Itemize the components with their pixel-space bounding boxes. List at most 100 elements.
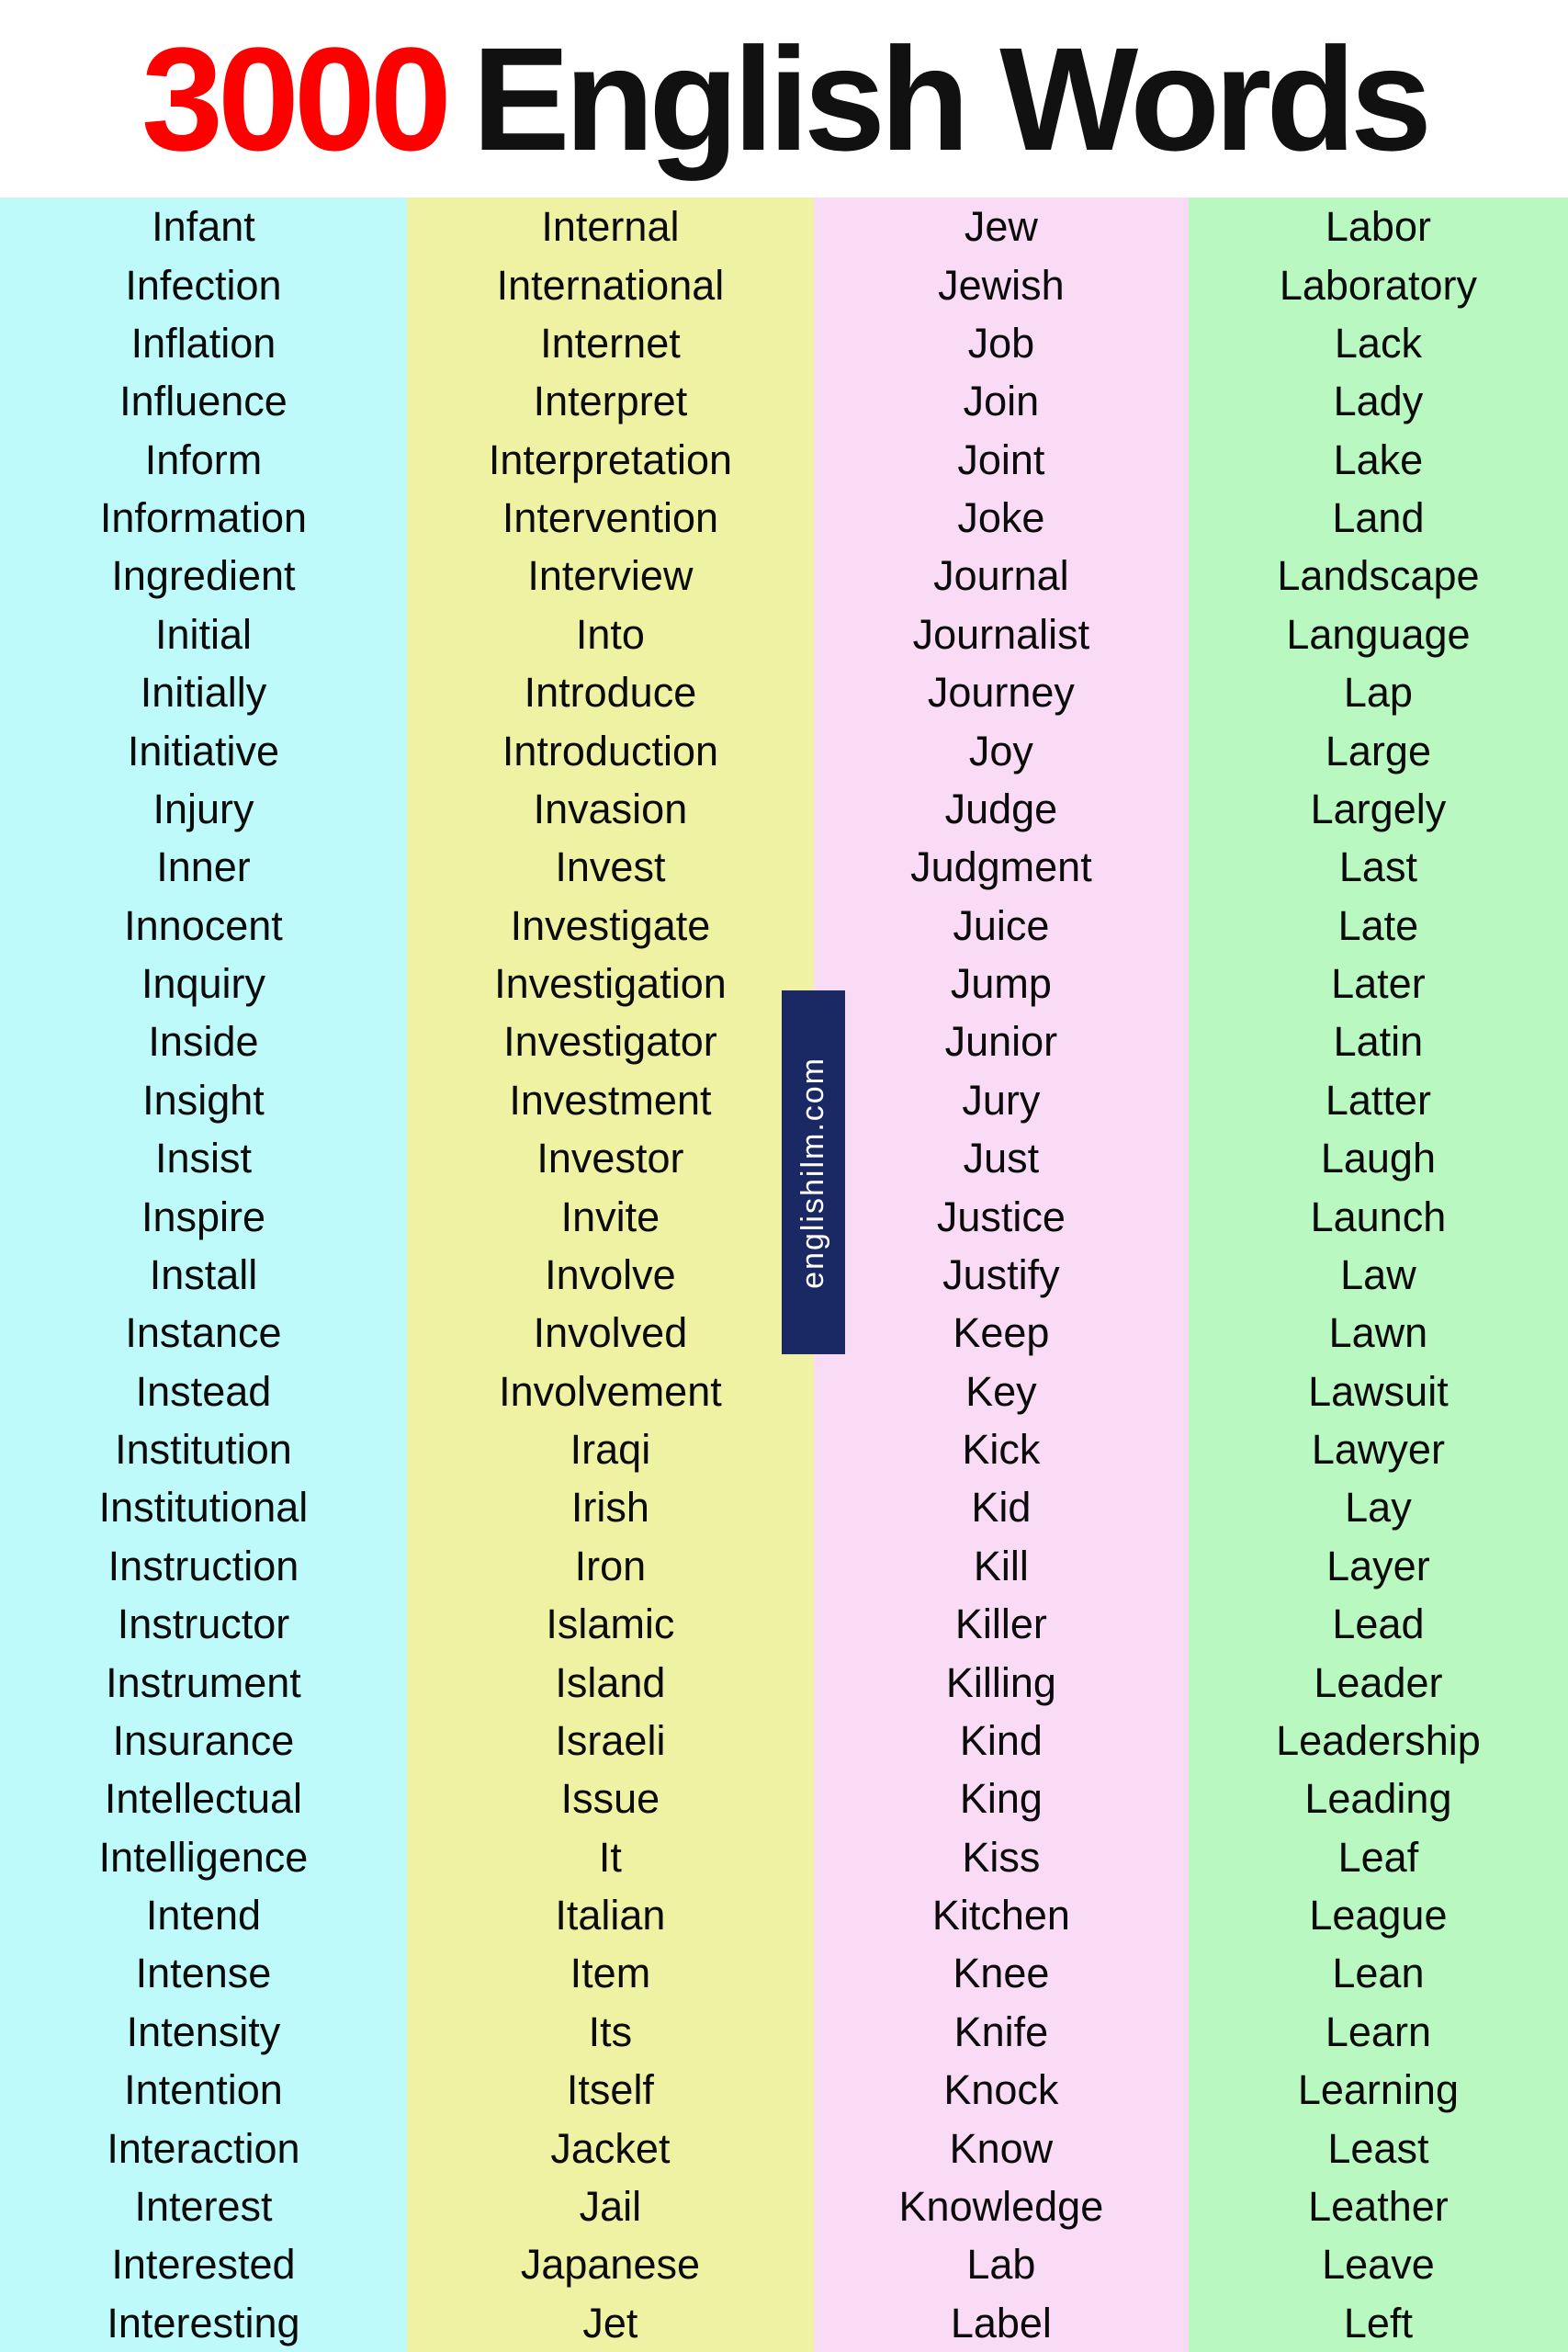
word-item: League: [1309, 1892, 1448, 1939]
word-item: Invasion: [533, 785, 688, 832]
word-item: Lake: [1333, 435, 1424, 483]
word-item: Interpretation: [488, 435, 733, 483]
word-column-1: Infant Infection Inflation Influence Inform I…: [0, 198, 407, 2352]
word-item: Instrument: [106, 1658, 301, 1706]
word-item: Internet: [540, 319, 681, 367]
word-item: Invite: [560, 1193, 660, 1240]
word-columns: Infant Infection Inflation Influence Inform I…: [0, 198, 1568, 2352]
word-item: Kitchen: [931, 1892, 1070, 1939]
word-item: Introduction: [502, 727, 718, 775]
word-item: Involved: [533, 1309, 688, 1357]
word-item: Information: [99, 494, 308, 542]
word-item: Interaction: [107, 2124, 300, 2172]
word-item: Last: [1338, 843, 1417, 891]
title-number: 3000: [141, 16, 452, 181]
word-item: Landscape: [1277, 552, 1480, 600]
page-title: 3000 English Words: [141, 25, 1432, 173]
word-item: Learn: [1325, 2007, 1431, 2055]
word-item: Lab: [966, 2241, 1036, 2289]
word-item: Injury: [152, 785, 254, 832]
word-item: Jail: [579, 2182, 642, 2230]
word-item: Investigate: [510, 901, 711, 949]
word-item: Island: [555, 1658, 666, 1706]
word-item: Internal: [541, 203, 680, 251]
word-item: Intention: [124, 2066, 283, 2114]
word-item: Jet: [582, 2299, 638, 2346]
word-item: Jacket: [550, 2124, 671, 2172]
word-item: Laboratory: [1279, 261, 1477, 309]
word-item: Kid: [971, 1484, 1032, 1532]
word-item: Japanese: [520, 2241, 701, 2289]
word-item: Investor: [536, 1135, 684, 1182]
word-item: King: [959, 1775, 1043, 1823]
word-item: Job: [967, 319, 1035, 367]
word-item: Kiss: [962, 1833, 1041, 1881]
word-item: Latin: [1333, 1018, 1424, 1066]
word-item: Investment: [509, 1076, 712, 1124]
word-item: Itself: [566, 2066, 654, 2114]
word-item: Lady: [1333, 378, 1424, 425]
word-item: Language: [1286, 610, 1471, 658]
word-item: Know: [949, 2124, 1054, 2172]
word-item: Journey: [927, 669, 1075, 717]
watermark-badge: englishilm.com: [782, 990, 845, 1354]
word-item: Judgment: [910, 843, 1092, 891]
word-item: Introduce: [524, 669, 697, 717]
word-item: Israeli: [555, 1716, 666, 1764]
word-item: Intend: [145, 1892, 262, 1939]
word-item: Ingredient: [111, 552, 296, 600]
word-item: Jury: [962, 1076, 1041, 1124]
word-item: Institutional: [98, 1484, 309, 1532]
word-item: Kill: [973, 1542, 1029, 1589]
word-item: Jewish: [938, 261, 1065, 309]
word-item: Instead: [135, 1367, 272, 1415]
word-item: Learning: [1297, 2066, 1459, 2114]
word-item: Justice: [936, 1193, 1066, 1240]
word-item: Inflation: [130, 319, 276, 367]
word-item: Jump: [950, 960, 1052, 1008]
word-item: Label: [950, 2299, 1052, 2346]
word-item: Inside: [148, 1018, 259, 1066]
word-item: Interpret: [533, 378, 688, 425]
word-item: Investigator: [503, 1018, 717, 1066]
word-item: Largely: [1310, 785, 1447, 832]
word-item: Laugh: [1320, 1135, 1436, 1182]
word-item: Law: [1340, 1250, 1416, 1298]
word-item: Issue: [560, 1775, 660, 1823]
word-item: Intensity: [126, 2007, 281, 2055]
word-item: Interest: [134, 2182, 273, 2230]
word-item: Intense: [135, 1950, 272, 1997]
word-item: Instance: [125, 1309, 282, 1357]
word-item: Instructor: [117, 1600, 290, 1648]
word-item: Left: [1343, 2299, 1413, 2346]
word-item: Leave: [1322, 2241, 1435, 2289]
word-item: Key: [965, 1367, 1037, 1415]
word-item: Judge: [944, 785, 1058, 832]
word-item: Knee: [953, 1950, 1050, 1997]
word-item: Iron: [574, 1542, 647, 1589]
word-item: Initiative: [127, 727, 280, 775]
word-item: Italian: [555, 1892, 666, 1939]
word-item: Lawn: [1328, 1309, 1428, 1357]
word-item: Kick: [962, 1426, 1041, 1474]
word-item: Knock: [943, 2066, 1059, 2114]
word-item: Leader: [1314, 1658, 1443, 1706]
word-item: Install: [149, 1250, 258, 1298]
word-item: Joy: [968, 727, 1033, 775]
word-item: Innocent: [124, 901, 283, 949]
word-item: Latter: [1325, 1076, 1431, 1124]
word-item: Layer: [1326, 1542, 1430, 1589]
word-item: Interview: [527, 552, 694, 600]
word-item: Lack: [1334, 319, 1422, 367]
word-item: Leading: [1304, 1775, 1452, 1823]
word-item: Land: [1332, 494, 1425, 542]
word-item: Initially: [140, 669, 267, 717]
word-item: Least: [1327, 2124, 1429, 2172]
word-item: Labor: [1325, 203, 1431, 251]
word-item: Investigation: [494, 960, 727, 1008]
title-text: English Words: [471, 16, 1432, 181]
word-item: Later: [1331, 960, 1426, 1008]
word-item: Just: [963, 1135, 1040, 1182]
word-item: Involvement: [499, 1367, 722, 1415]
word-item: Infant: [152, 203, 255, 251]
